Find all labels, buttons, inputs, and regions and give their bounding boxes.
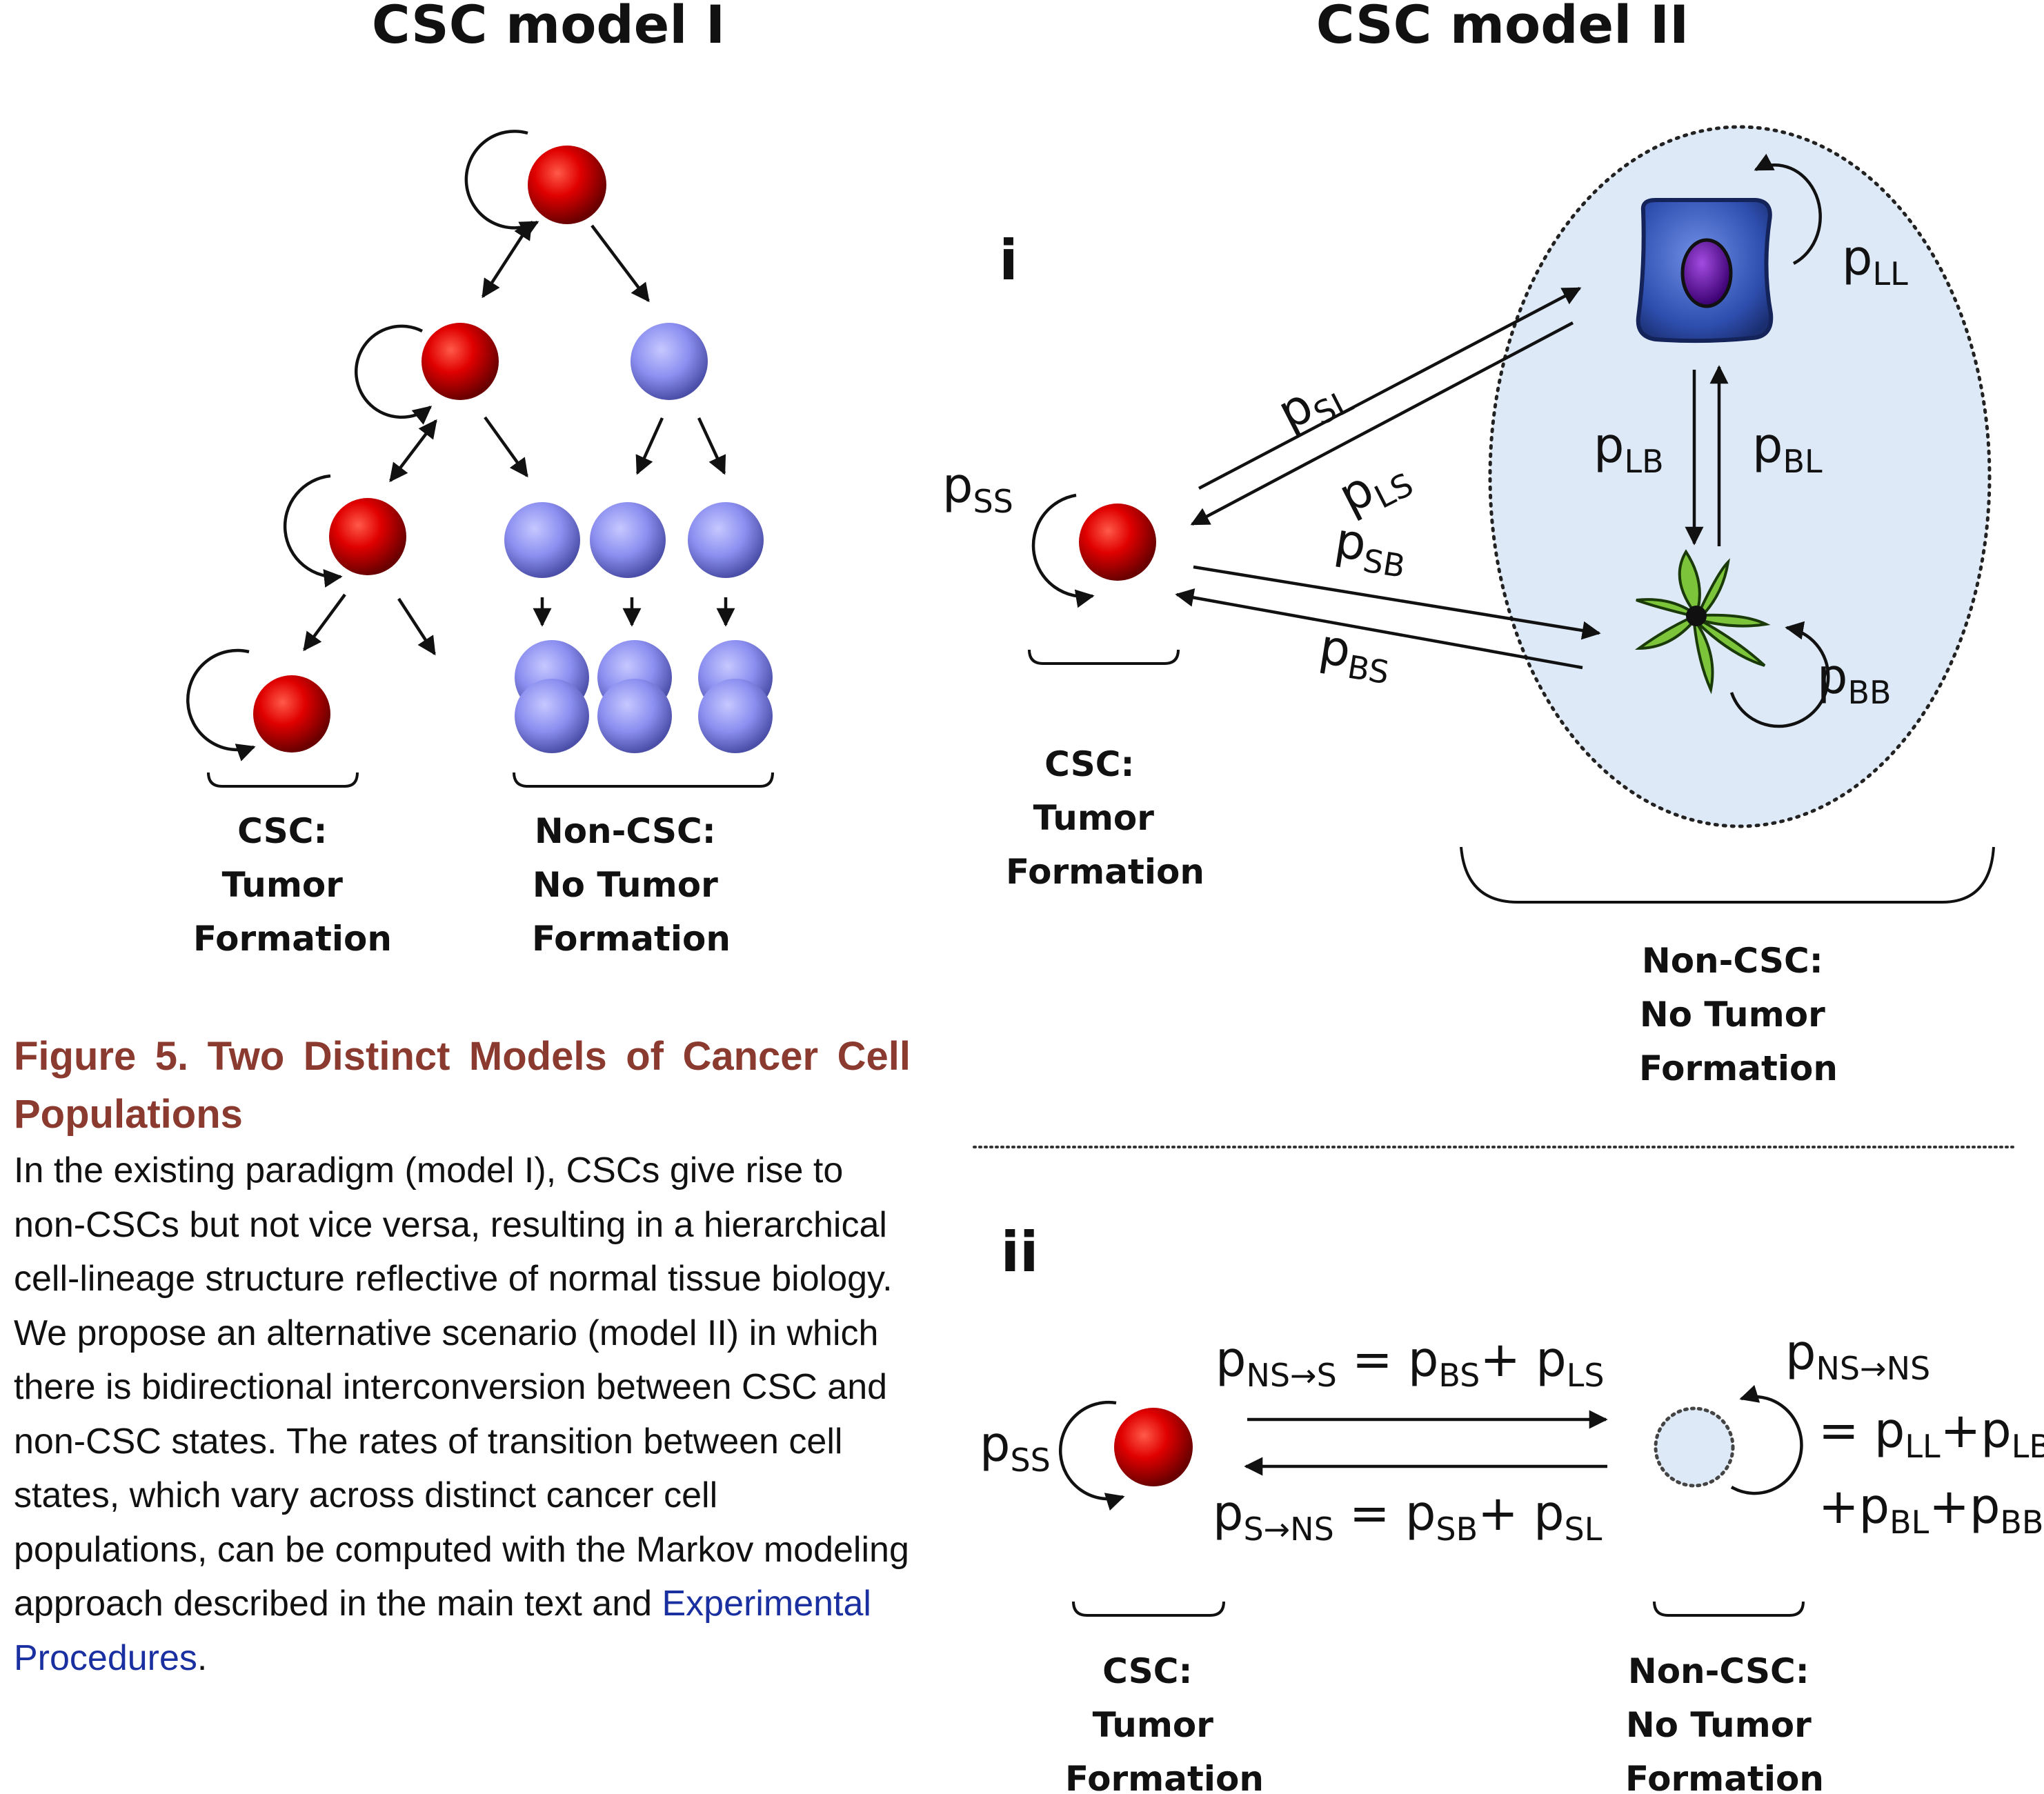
caption-end: .: [197, 1637, 208, 1678]
model2-title: CSC model II: [1316, 0, 1689, 55]
arrow-s-to-l: [1198, 287, 1582, 490]
label-p-ll: pLL: [1842, 230, 1908, 292]
self-loop-arrow: [1031, 493, 1095, 608]
noncsc-cell: [590, 502, 666, 578]
panel-ii-noncsc-label: Non-CSC: No Tumor Formation: [1625, 1651, 1824, 1794]
model1-noncsc-cells: [504, 323, 773, 753]
self-loop-arrow: [283, 474, 343, 588]
label-p-ns-ns: pNS→NS: [1785, 1324, 1930, 1387]
label-p-bs: pBS: [1315, 618, 1396, 691]
panel-i-transition-arrows: [1175, 287, 1729, 670]
figure-caption: Figure 5. Two Distinct Models of Cancer …: [14, 1028, 911, 1685]
arrow-l-to-s: [1190, 321, 1574, 526]
self-loop-arrow: [354, 324, 433, 425]
noncsc-cell: [504, 502, 580, 578]
noncsc-brace: [513, 772, 774, 788]
model1-csc-label: CSC: Tumor Formation: [193, 811, 392, 959]
model1-self-renewal-loops: [186, 130, 539, 761]
arrow-s-to-b: [1193, 565, 1601, 640]
self-loop-arrow: [1754, 153, 1822, 265]
csc-cell: [329, 498, 406, 575]
noncsc-cell: [688, 502, 764, 578]
model1-csc-cells: [253, 146, 606, 753]
bidirectional-arrow: [389, 419, 437, 483]
csc-cell: [421, 323, 499, 400]
self-loop-arrow: [1730, 1384, 1803, 1495]
noncsc-state-cell: [1654, 1406, 1735, 1488]
panel-ii-label: ii: [1001, 1220, 1039, 1284]
model1-noncsc-label: Non-CSC: No Tumor Formation: [532, 811, 731, 959]
csc-cell: [253, 675, 330, 753]
label-p-bl: pBL: [1752, 417, 1823, 480]
caption-title: Figure 5. Two Distinct Models of Cancer …: [14, 1034, 911, 1137]
csc-brace: [1028, 649, 1180, 665]
csc-cell: [528, 146, 606, 224]
csc-cell: [1114, 1408, 1193, 1486]
arrow-b-to-s: [1175, 588, 1583, 670]
equation-s-to-ns: pS→NS = pSB+ pSL: [1213, 1485, 1603, 1548]
noncsc-brace: [1653, 1601, 1805, 1617]
noncsc-cell: [515, 679, 589, 753]
label-p-bb: pBB: [1817, 648, 1892, 711]
noncsc-brace: [1460, 846, 1995, 904]
caption-body: In the existing paradigm (model I), CSCs…: [14, 1144, 911, 1685]
label-p-lb: pLB: [1594, 417, 1664, 480]
csc-brace: [1072, 1601, 1225, 1617]
noncsc-cell: [631, 323, 708, 400]
equation-ns-ns-line1: = pLL+pLB: [1818, 1402, 2044, 1465]
noncsc-cell: [698, 679, 773, 753]
bidirectional-arrow: [482, 220, 533, 299]
self-loop-arrow: [186, 648, 256, 761]
panel-ii-csc-label: CSC: Tumor Formation: [1065, 1651, 1264, 1794]
panel-i-csc-label: CSC: Tumor Formation: [1006, 744, 1204, 892]
self-loop-arrow: [464, 130, 539, 239]
caption-text: In the existing paradigm (model I), CSCs…: [14, 1150, 909, 1624]
noncsc-cell: [597, 679, 672, 753]
label-p-sl: pSL: [1269, 359, 1358, 446]
nucleus: [1680, 238, 1733, 308]
differentiation-arrow: [397, 597, 436, 656]
differentiation-arrow: [484, 416, 528, 478]
equation-ns-ns-line2: +pBL+pBB: [1818, 1478, 2044, 1541]
panel-i-noncsc-label: Non-CSC: No Tumor Formation: [1639, 941, 1838, 1088]
model1-title: CSC model I: [372, 0, 725, 55]
self-loop-arrow: [1729, 621, 1830, 728]
panel-i-label: i: [999, 228, 1018, 292]
basal-cell: [1634, 549, 1771, 695]
panel-ii-label-p-ss: pSS: [980, 1416, 1051, 1479]
experimental-procedures-link[interactable]: Experimental Procedures: [14, 1584, 871, 1678]
model1-lineage-arrows: [303, 220, 735, 656]
label-p-sb: pSB: [1330, 512, 1411, 585]
luminal-cell: [1636, 198, 1774, 343]
self-loop-arrow: [1058, 1400, 1125, 1511]
differentiation-arrow: [591, 224, 650, 303]
csc-cell: [1079, 504, 1156, 581]
equation-ns-to-s: pNS→S = pBS+ pLS: [1216, 1331, 1605, 1394]
noncsc-ellipse: [1488, 125, 1992, 828]
label-p-ss: pSS: [942, 457, 1013, 520]
differentiation-arrow: [635, 417, 664, 475]
differentiation-arrow: [303, 593, 346, 652]
differentiation-arrow: [697, 417, 726, 475]
csc-brace: [207, 772, 359, 788]
